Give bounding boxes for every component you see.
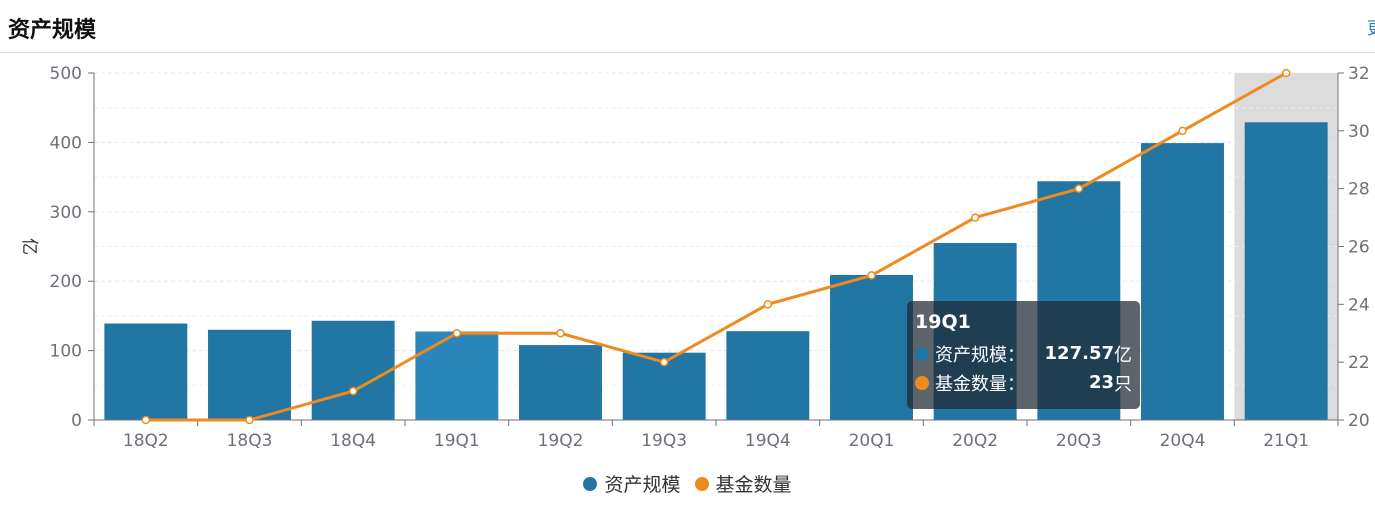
x-tick-label-18Q4: 18Q4 xyxy=(330,431,376,451)
tooltip-assets-name: 资产规模： xyxy=(935,344,1025,366)
point-20Q1 xyxy=(867,271,876,280)
tooltip-count-value: 23 xyxy=(1088,372,1114,393)
y2-tick-label: 20 xyxy=(1348,411,1370,431)
point-21Q1 xyxy=(1281,68,1291,78)
bar-18Q4 xyxy=(311,320,395,420)
y-tick-label: 100 xyxy=(50,342,82,362)
y-tick-label: 500 xyxy=(50,64,82,84)
y-axis-label: 亿 xyxy=(19,238,39,255)
y-tick-label: 200 xyxy=(50,272,82,292)
y-tick-label: 400 xyxy=(50,133,82,153)
legend-count-dot xyxy=(694,476,709,491)
y2-tick-label: 30 xyxy=(1348,122,1370,142)
tooltip-row-count: 基金数量： 23 只 xyxy=(915,368,1132,397)
bar-19Q1 xyxy=(415,331,499,420)
chart-header: 资产规模 更 xyxy=(0,0,1375,53)
bar-21Q1 xyxy=(1244,122,1328,421)
y-tick-label: 0 xyxy=(71,411,82,431)
legend-item-assets[interactable]: 资产规模 xyxy=(583,470,680,497)
legend-assets-label: 资产规模 xyxy=(604,474,681,496)
x-tick-label-20Q4: 20Q4 xyxy=(1160,431,1206,451)
point-19Q3 xyxy=(659,357,669,367)
tooltip-count-dot xyxy=(915,375,929,390)
chart-tooltip: 19Q1 资产规模： 127.57 亿 基金数量： 23 只 xyxy=(907,301,1140,409)
x-tick-label-20Q2: 20Q2 xyxy=(952,431,998,451)
tooltip-assets-unit: 亿 xyxy=(1114,344,1132,366)
line-基金数量 xyxy=(145,71,1287,422)
x-tick-label-20Q1: 20Q1 xyxy=(849,431,895,451)
tooltip-title: 19Q1 xyxy=(915,311,971,333)
point-20Q4 xyxy=(1178,126,1187,136)
x-tick-label-19Q1: 19Q1 xyxy=(434,431,480,451)
tooltip-assets-value: 127.57 xyxy=(1044,343,1114,364)
legend-count-label: 基金数量 xyxy=(715,474,792,496)
legend-item-count[interactable]: 基金数量 xyxy=(694,470,792,497)
bar-18Q3 xyxy=(208,329,291,420)
point-18Q3 xyxy=(245,415,254,425)
y2-tick-label: 24 xyxy=(1348,295,1370,315)
bar-20Q4 xyxy=(1141,143,1224,420)
x-tick-label-18Q2: 18Q2 xyxy=(123,431,169,451)
bar-19Q4 xyxy=(726,331,810,420)
tooltip-row-assets: 资产规模： 127.57 亿 xyxy=(915,339,1132,368)
x-tick-label-19Q2: 19Q2 xyxy=(538,431,584,451)
y2-tick-label: 32 xyxy=(1348,64,1370,84)
point-19Q1 xyxy=(452,329,462,338)
y2-tick-label: 22 xyxy=(1348,353,1370,373)
point-20Q2 xyxy=(970,213,980,222)
tooltip-count-name: 基金数量： xyxy=(935,373,1025,395)
point-20Q3 xyxy=(1074,184,1084,193)
bar-18Q2 xyxy=(104,323,188,420)
tooltip-assets-dot xyxy=(915,346,929,361)
x-tick-label-19Q3: 19Q3 xyxy=(641,431,687,451)
x-tick-label-18Q3: 18Q3 xyxy=(227,431,273,451)
point-19Q4 xyxy=(763,300,773,309)
combo-chart: 0 100 200 300 400 500 20 22 24 26 28 30 32 18Q2 18Q3 18… xyxy=(19,64,1370,451)
tooltip-count-unit: 只 xyxy=(1114,373,1132,395)
chart-legend: 资产规模 基金数量 xyxy=(0,470,1375,497)
x-tick-label-21Q1: 21Q1 xyxy=(1263,431,1309,451)
page-title: 资产规模 xyxy=(8,18,97,43)
bar-19Q2 xyxy=(519,345,602,420)
point-18Q2 xyxy=(141,415,151,425)
y2-tick-label: 28 xyxy=(1348,180,1370,200)
point-19Q2 xyxy=(556,329,565,338)
point-18Q4 xyxy=(348,386,358,396)
x-tick-label-19Q4: 19Q4 xyxy=(745,431,791,451)
y-tick-label: 300 xyxy=(50,203,82,223)
bar-20Q1 xyxy=(830,274,913,420)
x-tick-label-20Q3: 20Q3 xyxy=(1056,431,1102,451)
more-link[interactable]: 更 xyxy=(1367,14,1375,39)
legend-assets-dot xyxy=(583,476,598,491)
y2-tick-label: 26 xyxy=(1348,238,1370,258)
